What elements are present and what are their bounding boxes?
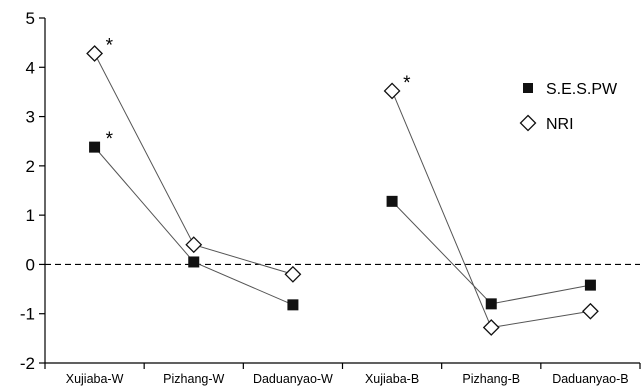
ses-pw-point (584, 279, 596, 291)
ses-pw-point (287, 299, 299, 311)
significance-star: * (403, 73, 411, 94)
legend-label-nri: NRI (546, 116, 574, 133)
nri-point (86, 45, 104, 62)
y-tick-label: 1 (26, 206, 35, 225)
y-tick-label: 2 (26, 157, 35, 176)
x-tick-label: Pizhang-B (462, 372, 520, 386)
x-tick-label: Daduanyao-B (552, 372, 628, 386)
legend-label-ses-pw: S.E.S.PW (546, 81, 618, 98)
series-line-ses-pw (391, 200, 591, 305)
y-tick-label: 5 (26, 9, 35, 28)
x-tick-label: Daduanyao-W (253, 372, 333, 386)
nri-point (185, 236, 203, 254)
ses-pw-point (89, 141, 101, 153)
series-markers (86, 45, 599, 336)
nri-point (482, 319, 500, 336)
y-tick-label: 3 (26, 108, 35, 127)
series-lines (94, 53, 591, 329)
significance-star: * (106, 129, 114, 150)
ses-pw-point (188, 256, 200, 268)
nri-point (383, 82, 401, 100)
axes (39, 17, 641, 369)
series-line-ses-pw (94, 146, 294, 306)
y-tick-label: 0 (26, 255, 35, 274)
legend: S.E.S.PW NRI (519, 81, 618, 133)
x-tick-label: Pizhang-W (163, 372, 224, 386)
nri-point (284, 265, 302, 283)
significance-star: * (106, 35, 114, 56)
y-tick-label: 4 (26, 58, 35, 77)
legend-marker-nri (519, 114, 537, 132)
nri-point (581, 302, 599, 320)
ses-pw-point (485, 298, 497, 310)
legend-marker-ses-pw (523, 83, 533, 93)
x-tick-label: Xujiaba-W (66, 372, 124, 386)
tick-labels: -2 -1 0 1 2 3 4 5 Xujiaba-W Pizhang-W Daduanyao-W X… (20, 9, 629, 386)
y-tick-label: -2 (20, 354, 35, 373)
ses-pw-point (386, 195, 398, 207)
y-tick-label: -1 (20, 305, 35, 324)
x-tick-label: Xujiaba-B (365, 372, 419, 386)
